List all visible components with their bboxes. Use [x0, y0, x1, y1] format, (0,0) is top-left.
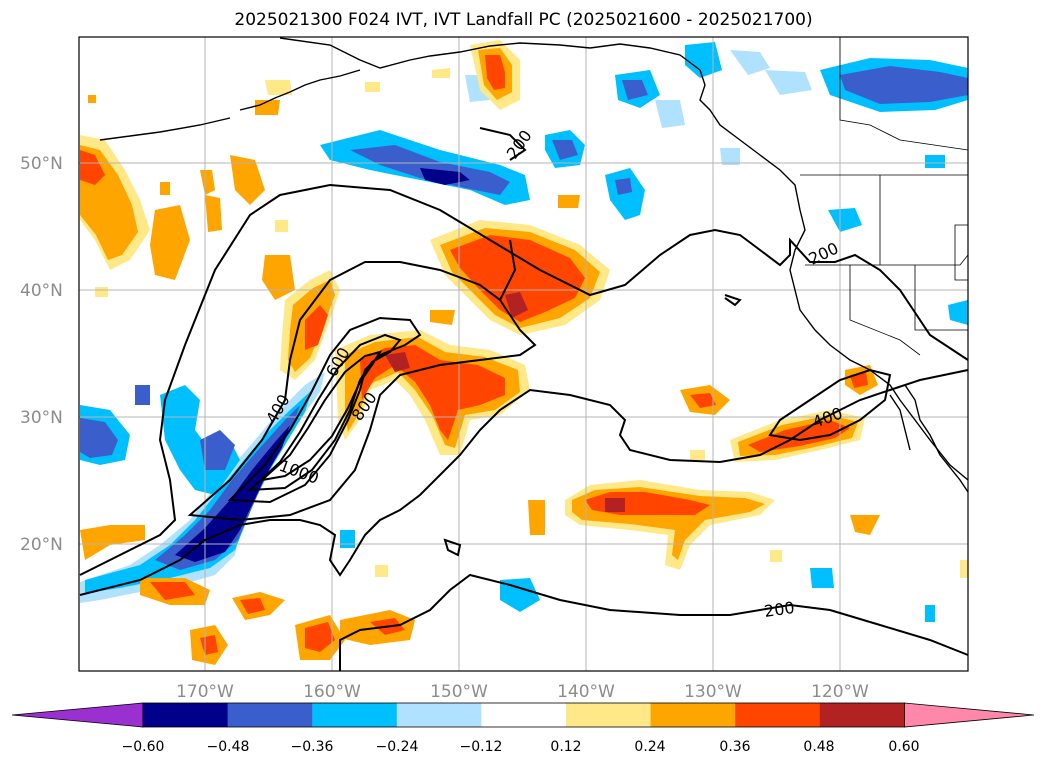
colorbar-segment — [650, 703, 736, 727]
latitude-labels: 50°N 40°N 30°N 20°N — [20, 154, 63, 555]
colorbar-tick-label: 0.60 — [888, 739, 919, 755]
colorbar-tick-label: 0.24 — [634, 739, 665, 755]
colorbar-segment — [481, 703, 567, 727]
coastlines — [99, 37, 969, 493]
ivt-shading — [80, 40, 968, 665]
contour-1000 — [258, 350, 383, 482]
colorbar-segment — [735, 703, 821, 727]
colorbar-segment — [819, 703, 905, 727]
colorbar-ticks: −0.60 −0.48 −0.36 −0.24 −0.12 0.12 0.24 … — [122, 739, 920, 755]
colorbar-segment — [227, 703, 313, 727]
lat-label: 50°N — [20, 154, 63, 174]
lon-label: 160°W — [303, 682, 361, 702]
contour-label-200-south: 200 — [763, 598, 796, 621]
colorbar-extend-high — [904, 702, 1035, 728]
lon-label: 170°W — [176, 682, 234, 702]
colorbar-tick-label: −0.36 — [291, 739, 334, 755]
colorbar-tick-label: 0.48 — [803, 739, 834, 755]
lon-label: 140°W — [557, 682, 615, 702]
contour-label-200-north: 200 — [503, 126, 536, 162]
colorbar-tick-label: −0.60 — [122, 739, 165, 755]
ivt-contours — [79, 127, 969, 671]
lon-label: 150°W — [430, 682, 488, 702]
contour-400 — [187, 261, 537, 522]
contour-600 — [227, 316, 422, 504]
colorbar-tick-label: 0.36 — [719, 739, 750, 755]
colorbar — [11, 702, 1035, 728]
colorbar-tick-label: −0.12 — [460, 739, 503, 755]
contour-200-south — [339, 573, 969, 671]
lon-label: 130°W — [684, 682, 742, 702]
map-title: 2025021300 F024 IVT, IVT Landfall PC (20… — [234, 10, 813, 30]
longitude-labels: 170°W 160°W 150°W 140°W 130°W 120°W — [176, 682, 869, 702]
colorbar-tick-label: 0.12 — [550, 739, 581, 755]
political-borders — [800, 37, 969, 356]
lat-label: 20°N — [20, 535, 63, 555]
contour-800 — [247, 333, 402, 492]
contour-200-outer — [79, 183, 969, 576]
lon-label: 120°W — [811, 682, 869, 702]
colorbar-segment — [312, 703, 398, 727]
colorbar-segment — [396, 703, 482, 727]
neg-anomaly-main — [80, 372, 325, 603]
contour-label-1000: 1000 — [277, 456, 322, 488]
colorbar-tick-label: −0.24 — [376, 739, 419, 755]
colorbar-outline — [142, 702, 905, 728]
colorbar-segment — [143, 703, 229, 727]
graticule — [79, 37, 968, 671]
colorbar-tick-label: −0.48 — [207, 739, 250, 755]
map-border — [78, 36, 969, 672]
colorbar-extend-low — [11, 702, 144, 728]
lat-label: 30°N — [20, 408, 63, 428]
lat-label: 40°N — [20, 281, 63, 301]
contour-label-200-east: 200 — [806, 238, 842, 268]
colorbar-segment — [566, 703, 652, 727]
